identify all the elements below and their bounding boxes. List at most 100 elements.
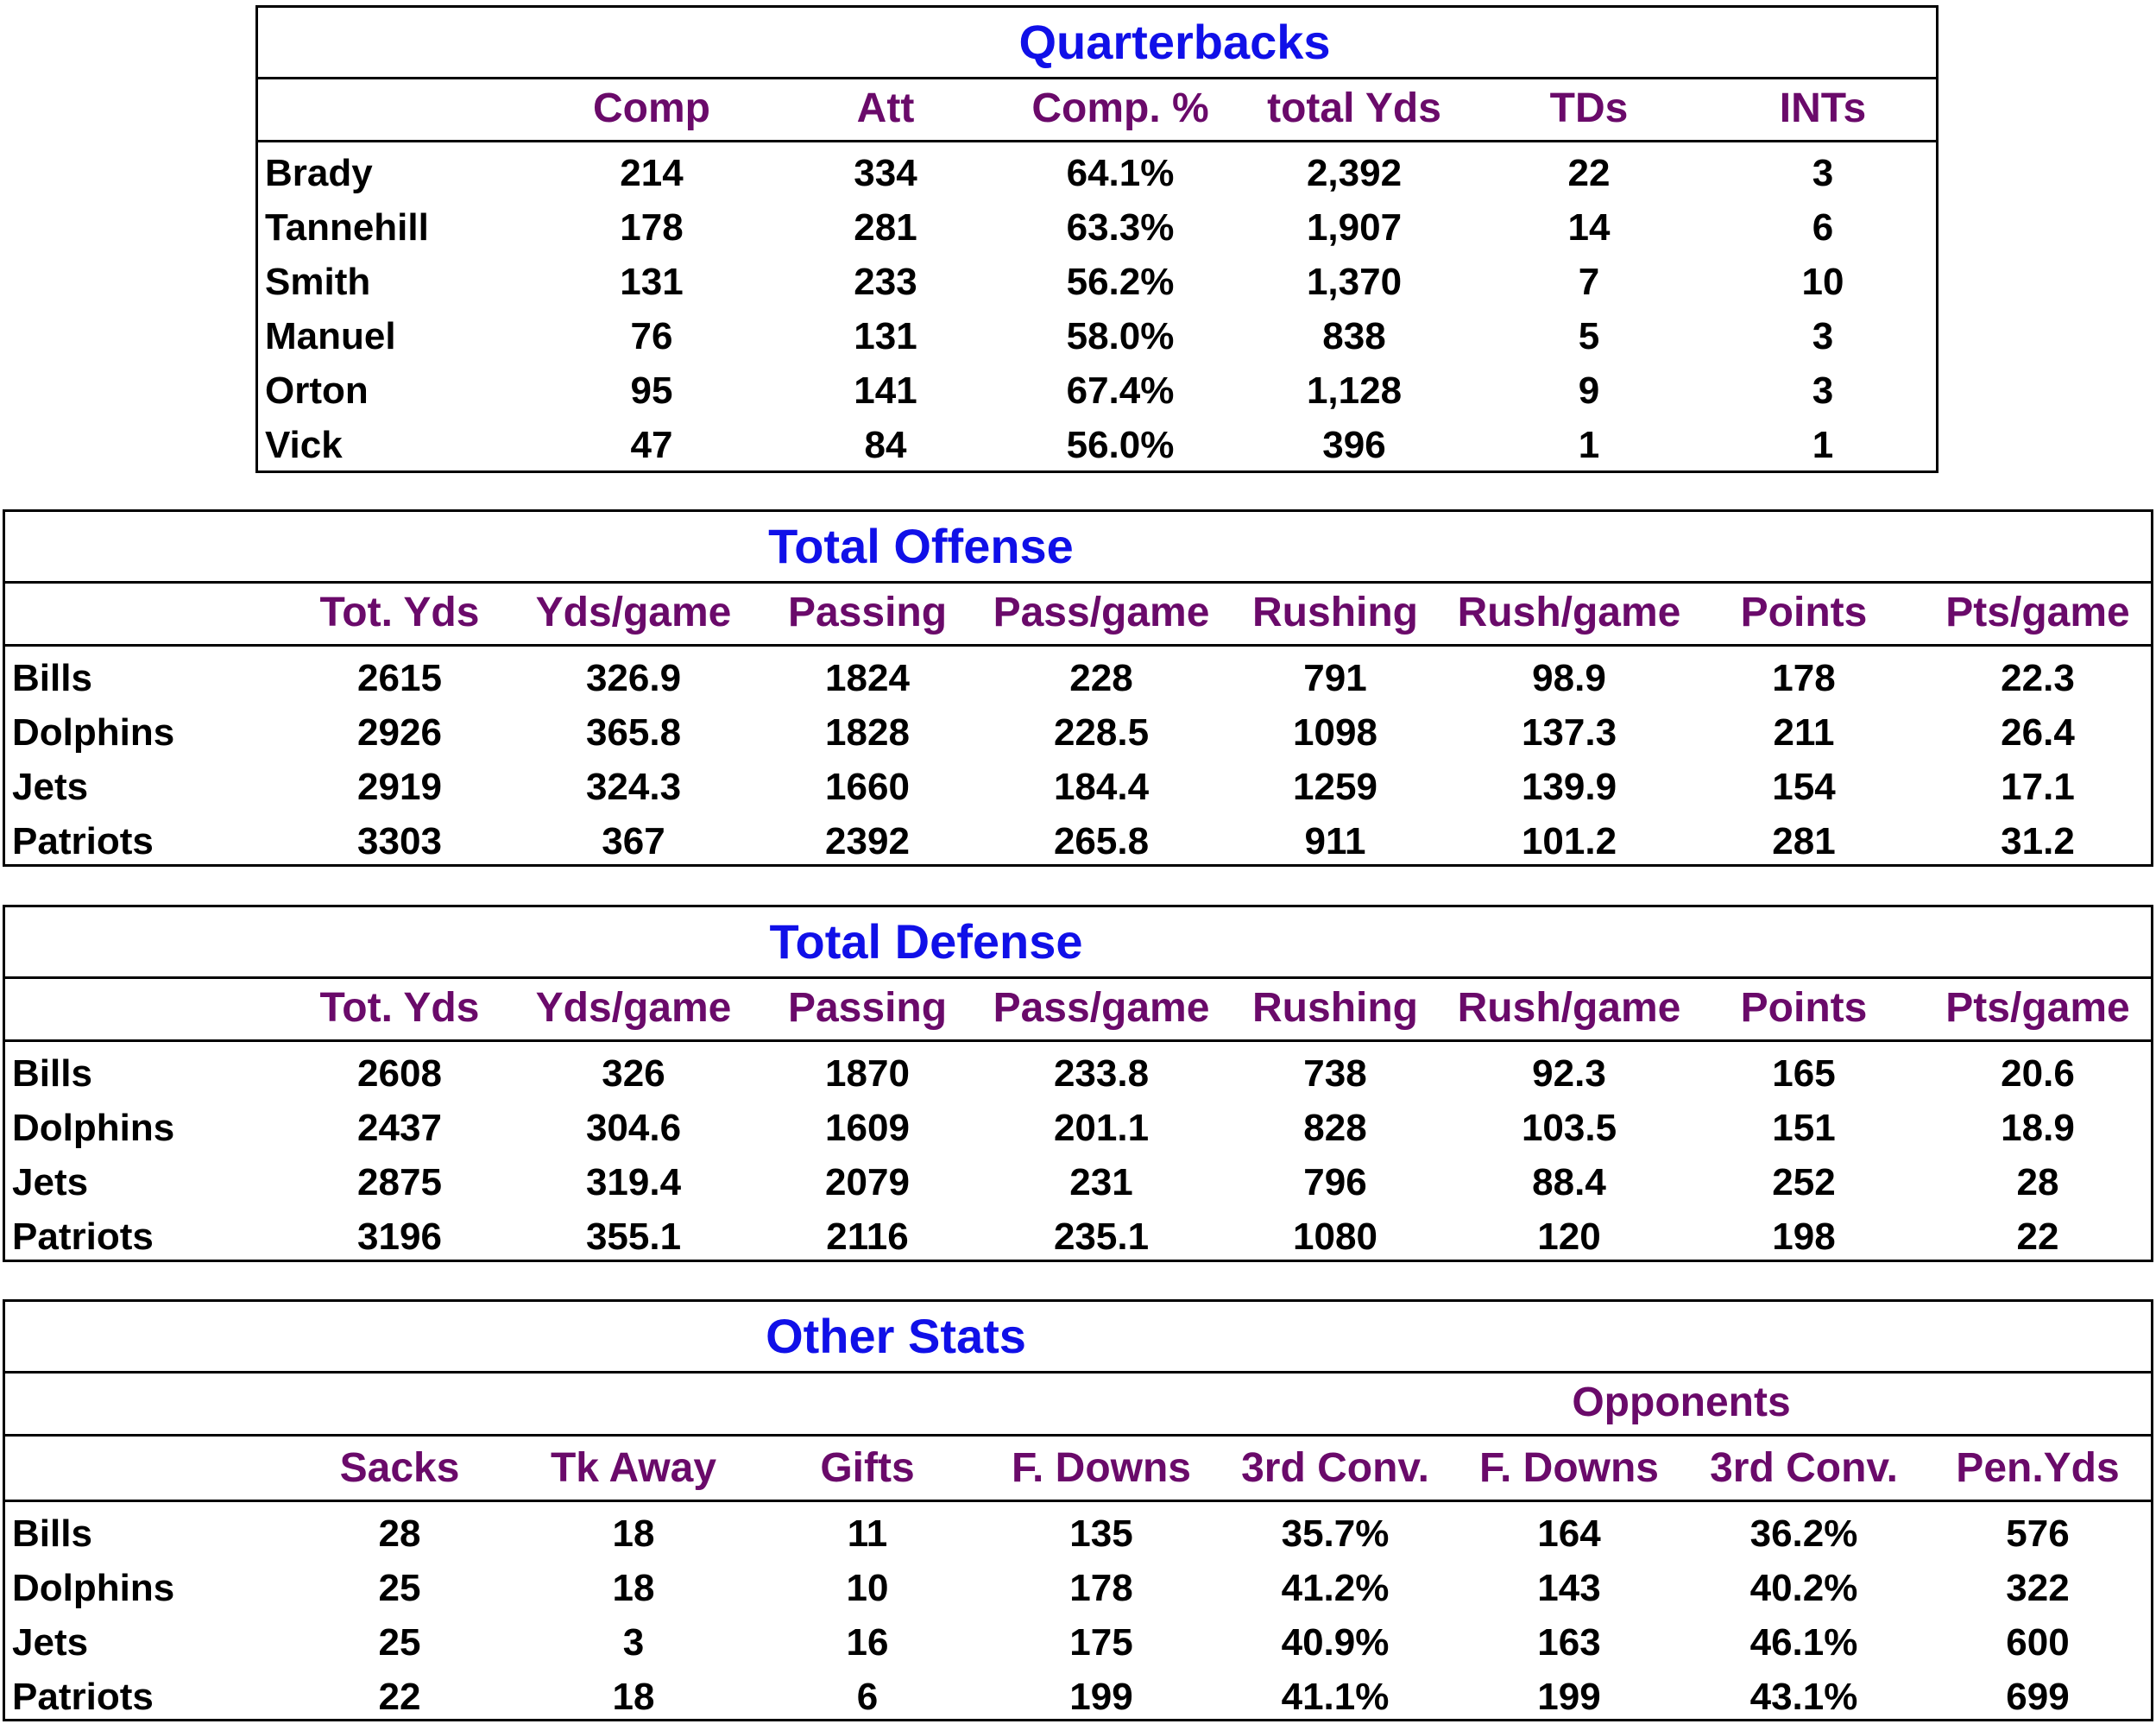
other-cell: 41.1%: [1281, 1676, 1390, 1718]
offense-col-1: Yds/game: [535, 590, 732, 635]
table-row: Manuel 76 131 58.0% 838 5 3: [258, 309, 1936, 363]
other-cell: 322: [2006, 1567, 2070, 1609]
table-row: Orton 95 141 67.4% 1,128 9 3: [258, 363, 1936, 418]
defense-cell: 92.3: [1532, 1052, 1606, 1095]
offense-cell: 26.4: [2001, 711, 2075, 754]
total-defense-title: Total Defense: [769, 914, 1083, 969]
qb-cell: 281: [854, 206, 917, 249]
qb-cell: 131: [854, 315, 917, 357]
defense-cell: 252: [1772, 1161, 1836, 1203]
table-row: Dolphins 25 18 10 178 41.2% 143 40.2% 322: [5, 1561, 2151, 1615]
offense-col-0: Tot. Yds: [319, 590, 480, 635]
total-offense-title-bar: Total Offense: [5, 512, 2151, 584]
qb-row-label: Smith: [265, 261, 371, 303]
defense-cell: 1870: [825, 1052, 910, 1095]
total-offense-header-row: Tot. Yds Yds/game Passing Pass/game Rushing R…: [5, 581, 2151, 647]
other-row-label: Jets: [12, 1621, 89, 1664]
other-cell: 163: [1537, 1621, 1601, 1664]
qb-row-label: Brady: [265, 152, 373, 194]
offense-cell: 154: [1772, 766, 1836, 808]
offense-col-5: Rush/game: [1457, 590, 1681, 635]
defense-col-6: Points: [1740, 985, 1868, 1031]
qb-col-comp: Comp: [593, 85, 710, 131]
other-col-3: F. Downs: [1011, 1445, 1192, 1491]
opponents-group-label: Opponents: [1572, 1380, 1791, 1425]
other-cell: 18: [612, 1676, 655, 1718]
defense-cell: 165: [1772, 1052, 1836, 1095]
defense-cell: 28: [2016, 1161, 2059, 1203]
offense-cell: 367: [602, 820, 665, 862]
other-cell: 43.1%: [1749, 1676, 1858, 1718]
qb-cell: 56.0%: [1066, 424, 1175, 466]
other-cell: 199: [1069, 1676, 1133, 1718]
qb-row-label: Orton: [265, 369, 369, 412]
qb-row-label: Manuel: [265, 315, 396, 357]
table-row: Patriots 3196 355.1 2116 235.1 1080 120 198 22: [5, 1209, 2151, 1264]
defense-cell: 198: [1772, 1216, 1836, 1258]
offense-cell: 324.3: [585, 766, 682, 808]
offense-cell: 2919: [357, 766, 442, 808]
other-cell: 6: [856, 1676, 879, 1718]
offense-cell: 1660: [825, 766, 910, 808]
table-row: Patriots 3303 367 2392 265.8 911 101.2 281 31.2: [5, 814, 2151, 868]
qb-cell: 84: [864, 424, 907, 466]
qb-col-comp-pct: Comp. %: [1031, 85, 1209, 131]
offense-col-3: Pass/game: [993, 590, 1210, 635]
qb-cell: 233: [854, 261, 917, 303]
offense-cell: 3303: [357, 820, 442, 862]
other-cell: 28: [378, 1512, 421, 1555]
offense-row-label: Jets: [12, 766, 89, 808]
other-cell: 25: [378, 1567, 421, 1609]
defense-col-0: Tot. Yds: [319, 985, 480, 1031]
defense-cell: 319.4: [585, 1161, 682, 1203]
other-cell: 600: [2006, 1621, 2070, 1664]
defense-cell: 2608: [357, 1052, 442, 1095]
defense-col-3: Pass/game: [993, 985, 1210, 1031]
qb-cell: 58.0%: [1066, 315, 1175, 357]
other-cell: 22: [378, 1676, 421, 1718]
other-cell: 36.2%: [1749, 1512, 1858, 1555]
qb-row-label: Vick: [265, 424, 343, 466]
qb-cell: 1,128: [1306, 369, 1403, 412]
total-offense-table: Total Offense Tot. Yds Yds/game Passing Pas…: [3, 509, 2153, 867]
defense-cell: 3196: [357, 1216, 442, 1258]
defense-cell: 201.1: [1053, 1107, 1150, 1149]
other-stats-title: Other Stats: [766, 1309, 1026, 1363]
defense-cell: 304.6: [585, 1107, 682, 1149]
qb-col-tds: TDs: [1549, 85, 1629, 131]
defense-col-4: Rushing: [1252, 985, 1418, 1031]
table-row: Tannehill 178 281 63.3% 1,907 14 6: [258, 200, 1936, 255]
other-cell: 35.7%: [1281, 1512, 1390, 1555]
qb-cell: 5: [1578, 315, 1600, 357]
defense-col-1: Yds/game: [535, 985, 732, 1031]
offense-cell: 265.8: [1053, 820, 1150, 862]
total-defense-title-bar: Total Defense: [5, 907, 2151, 979]
other-cell: 41.2%: [1281, 1567, 1390, 1609]
other-stats-title-bar: Other Stats: [5, 1302, 2151, 1374]
offense-cell: 281: [1772, 820, 1836, 862]
other-cell: 11: [847, 1512, 888, 1555]
qb-cell: 3: [1812, 315, 1834, 357]
other-col-1: Tk Away: [550, 1445, 717, 1491]
qb-col-att: Att: [856, 85, 915, 131]
defense-cell: 796: [1303, 1161, 1367, 1203]
offense-cell: 1098: [1293, 711, 1377, 754]
offense-cell: 17.1: [2001, 766, 2075, 808]
defense-row-label: Patriots: [12, 1216, 154, 1258]
other-cell: 40.2%: [1749, 1567, 1858, 1609]
offense-cell: 178: [1772, 657, 1836, 699]
defense-cell: 231: [1069, 1161, 1133, 1203]
qb-cell: 396: [1322, 424, 1386, 466]
offense-cell: 98.9: [1532, 657, 1606, 699]
defense-row-label: Dolphins: [12, 1107, 175, 1149]
defense-cell: 120: [1537, 1216, 1601, 1258]
other-cell: 143: [1537, 1567, 1601, 1609]
defense-cell: 88.4: [1532, 1161, 1606, 1203]
defense-cell: 103.5: [1521, 1107, 1617, 1149]
other-cell: 178: [1069, 1567, 1133, 1609]
offense-cell: 101.2: [1521, 820, 1617, 862]
qb-cell: 3: [1812, 152, 1834, 194]
other-cell: 3: [622, 1621, 645, 1664]
offense-cell: 2615: [357, 657, 442, 699]
defense-cell: 2875: [357, 1161, 442, 1203]
